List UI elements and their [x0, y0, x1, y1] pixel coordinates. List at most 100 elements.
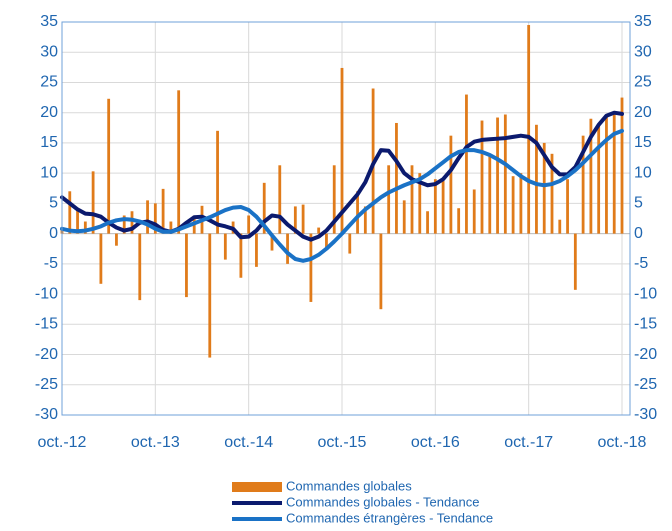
bar	[177, 90, 181, 234]
legend-label: Commandes globales	[286, 478, 412, 493]
bar	[472, 189, 476, 234]
bar	[558, 219, 562, 234]
y2-tick-label: 35	[634, 13, 652, 30]
bar	[348, 233, 352, 254]
y2-tick-label: -15	[634, 316, 657, 333]
y-tick-label: 10	[40, 164, 58, 181]
bar	[480, 120, 484, 234]
y-tick-label: -30	[35, 406, 58, 423]
y-tick-label: 0	[49, 225, 58, 242]
y2-tick-label: 0	[634, 225, 643, 242]
y-tick-label: -25	[35, 376, 58, 393]
bar	[597, 124, 601, 234]
plot-frame	[61, 21, 631, 416]
legend-label: Commandes globales - Tendance	[286, 494, 479, 509]
y-tick-label: 15	[40, 134, 58, 151]
y2-tick-label: -10	[634, 285, 657, 302]
bar	[76, 209, 79, 234]
bar	[496, 117, 499, 234]
bar	[91, 171, 95, 234]
bar	[169, 221, 173, 234]
y-tick-label: -10	[35, 285, 58, 302]
bar	[153, 203, 157, 234]
x-tick-label: oct.-12	[38, 434, 87, 451]
y2-tick-label: 30	[634, 43, 652, 60]
bar	[115, 233, 118, 246]
bar	[581, 135, 585, 234]
x-tick-label: oct.-17	[504, 434, 553, 451]
y-tick-label: 20	[40, 104, 58, 121]
bar	[503, 114, 507, 234]
bar	[433, 179, 437, 234]
bar	[566, 179, 569, 234]
bar	[488, 155, 492, 234]
bar	[278, 165, 282, 234]
y2-tick-label: 10	[634, 164, 652, 181]
bar	[589, 118, 593, 234]
x-tick-label: oct.-15	[318, 434, 367, 451]
bar	[301, 204, 305, 234]
y2-tick-label: 5	[634, 195, 643, 212]
bar	[418, 173, 422, 234]
bar	[122, 215, 126, 234]
bar	[317, 227, 321, 234]
bar	[286, 233, 289, 264]
bar	[395, 122, 398, 234]
y2-tick-label: -5	[634, 255, 648, 272]
bar	[309, 233, 313, 302]
bar	[146, 200, 149, 234]
bar	[363, 206, 367, 234]
y2-tick-label: -30	[634, 406, 657, 423]
bar	[449, 135, 453, 234]
bar	[535, 124, 538, 234]
legend-swatch	[232, 482, 282, 492]
bar	[387, 165, 391, 234]
bar	[161, 188, 165, 234]
y2-tick-label: -20	[634, 346, 657, 363]
bar	[185, 233, 188, 298]
bar	[68, 191, 72, 234]
y-tick-label: 35	[40, 13, 58, 30]
y-tick-label: -5	[44, 255, 58, 272]
bar	[239, 233, 243, 278]
y-tick-label: 30	[40, 43, 58, 60]
x-tick-label: oct.-16	[411, 434, 460, 451]
bar	[612, 112, 616, 234]
y2-tick-label: -25	[634, 376, 657, 393]
y2-tick-label: 20	[634, 104, 652, 121]
bar	[107, 98, 111, 234]
bar	[223, 233, 227, 260]
y-tick-label: -15	[35, 316, 58, 333]
bar	[293, 206, 297, 234]
bar	[550, 153, 554, 234]
bar	[426, 211, 429, 234]
y-tick-label: 5	[49, 195, 58, 212]
bar	[527, 25, 531, 234]
bar	[605, 115, 608, 234]
bar	[130, 211, 134, 234]
bar	[519, 173, 523, 234]
bar	[83, 221, 87, 234]
bar	[465, 94, 468, 234]
x-tick-label: oct.-13	[131, 434, 180, 451]
bar	[332, 165, 336, 234]
bar	[573, 233, 577, 290]
x-tick-label: oct.-18	[598, 434, 647, 451]
bar	[402, 200, 406, 234]
bar	[99, 233, 103, 284]
bar	[208, 233, 212, 358]
trend-line	[60, 128, 624, 263]
trend-line	[60, 110, 624, 242]
bar	[441, 181, 445, 234]
bar	[340, 67, 344, 234]
y2-tick-label: 25	[634, 74, 652, 91]
bar	[356, 191, 359, 234]
bar	[620, 97, 624, 234]
bar	[379, 233, 383, 310]
bar	[255, 233, 258, 267]
bar	[325, 233, 328, 249]
legend-label: Commandes étrangères - Tendance	[286, 510, 493, 525]
bar	[247, 215, 251, 234]
